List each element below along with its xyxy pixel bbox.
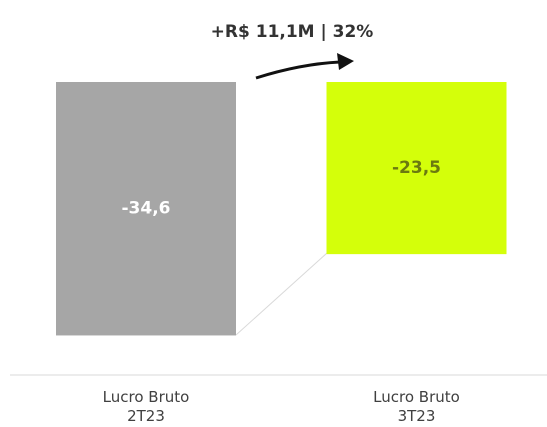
- bar: [326, 82, 507, 255]
- annotation: +R$ 11,1M | 32%: [211, 22, 374, 42]
- value-label: -34,6: [122, 199, 171, 219]
- connector: [235, 252, 328, 336]
- bar: [56, 82, 236, 336]
- value-label: -23,5: [392, 158, 441, 178]
- category-label: Lucro Bruto 3T23: [373, 388, 460, 425]
- arrow: [255, 60, 341, 80]
- category-label: Lucro Bruto 2T23: [102, 388, 190, 425]
- arrow-head: [337, 53, 354, 70]
